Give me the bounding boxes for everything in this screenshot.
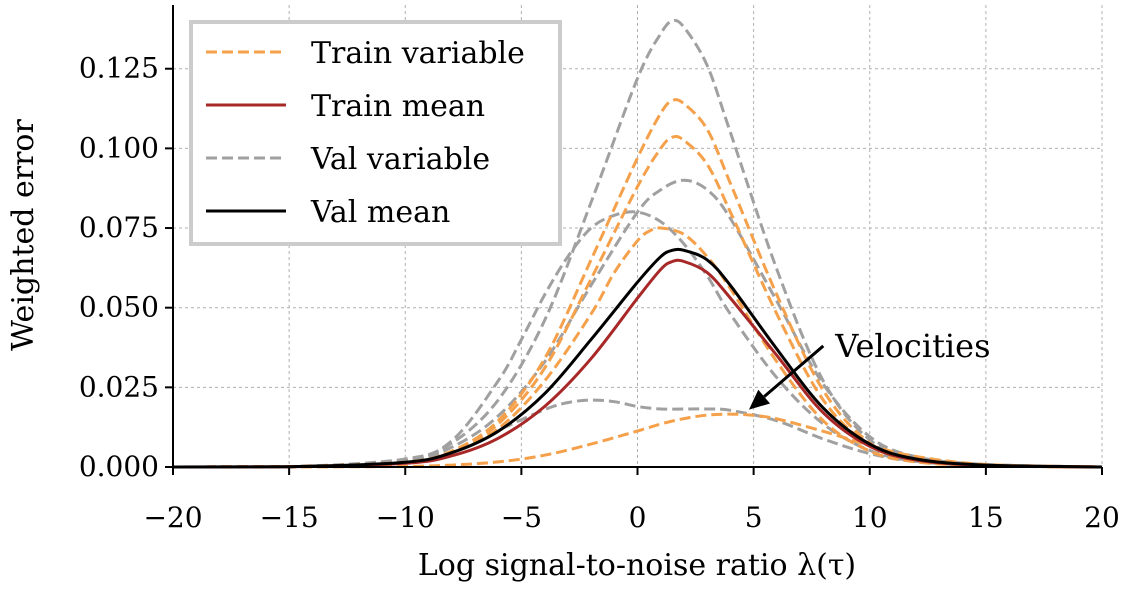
y-tick-label: 0.000 <box>79 450 159 483</box>
val-variable-line <box>172 178 1103 469</box>
y-tick-label: 0.025 <box>79 370 159 403</box>
legend-label: Train variable <box>311 36 525 71</box>
annotation-arrow <box>763 344 825 398</box>
x-tick-label: 5 <box>745 501 763 534</box>
x-tick-label: −10 <box>376 501 435 534</box>
x-tick-label: 10 <box>852 501 888 534</box>
legend-label: Val mean <box>310 195 450 230</box>
train-mean-line <box>172 258 1103 469</box>
train-variable-line <box>172 412 1103 469</box>
legend-label: Train mean <box>311 89 485 124</box>
x-tick-label: −20 <box>143 501 202 534</box>
series-lines <box>172 18 1103 469</box>
x-tick-label: 20 <box>1084 501 1120 534</box>
legend-box <box>189 20 562 246</box>
x-axis-label: Log signal-to-noise ratio λ(τ) <box>418 548 856 583</box>
val-mean-line <box>172 247 1103 469</box>
x-tick-label: 0 <box>629 501 647 534</box>
val-variable-line <box>172 398 1103 469</box>
annotation: Velocities <box>748 327 991 410</box>
annotation-arrowhead <box>748 389 771 410</box>
legend-label: Val variable <box>310 142 490 177</box>
legend: Train variable Train mean Val variable Val … <box>189 20 562 246</box>
val-variable-line <box>172 18 1103 469</box>
x-tick-label: −15 <box>260 501 319 534</box>
y-tick-label: 0.125 <box>79 52 159 85</box>
x-tick-label: 15 <box>968 501 1004 534</box>
y-tick-label: 0.100 <box>79 131 159 164</box>
annotation-text: Velocities <box>834 327 990 365</box>
y-tick-label: 0.075 <box>79 211 159 244</box>
tick-marks: −20 −15 −10 −5 0 5 10 15 20 0.000 0.025 0.050 0.075 0… <box>79 52 1120 534</box>
x-tick-label: −5 <box>501 501 542 534</box>
y-axis-label: Weighted error <box>6 119 41 351</box>
y-tick-label: 0.050 <box>79 291 159 324</box>
